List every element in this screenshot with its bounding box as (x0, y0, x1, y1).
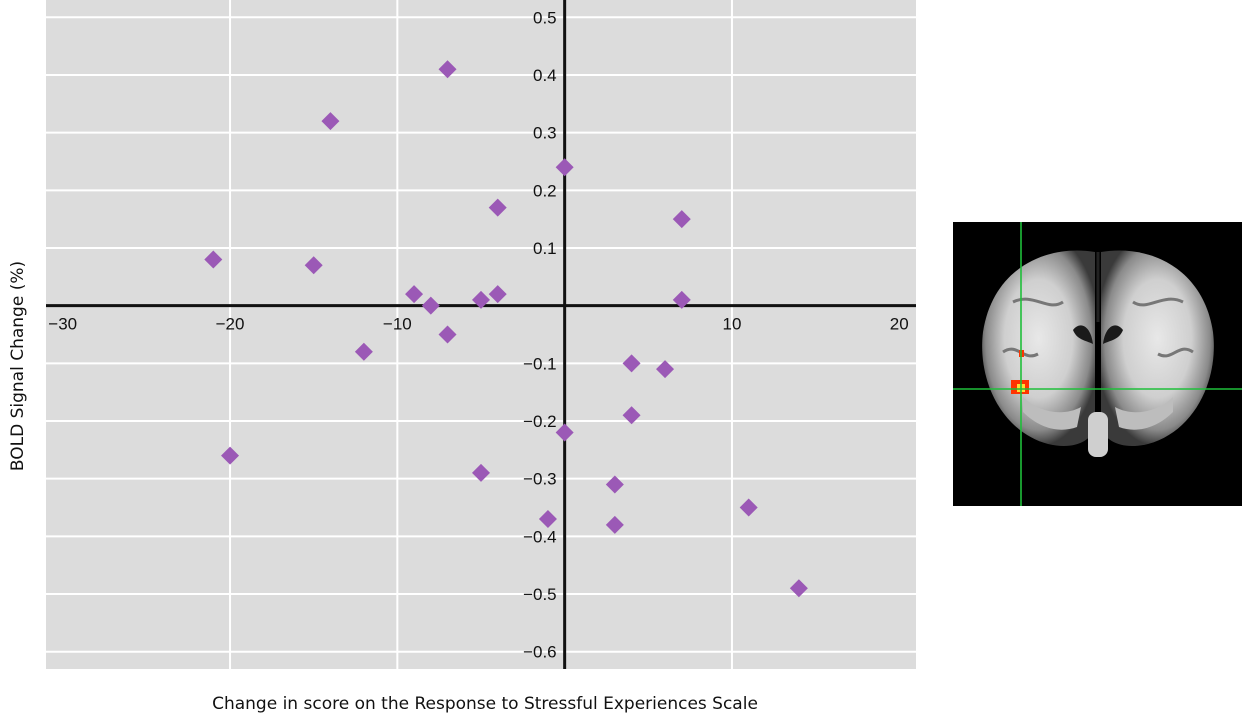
y-tick-label: 0.5 (533, 8, 557, 27)
data-point (538, 510, 557, 529)
data-point (488, 198, 507, 217)
data-point (622, 354, 641, 373)
data-point (304, 256, 323, 275)
data-point (421, 296, 440, 315)
y-tick-label: −0.1 (523, 354, 557, 373)
data-point (438, 325, 457, 344)
x-tick-label: −20 (216, 315, 245, 334)
brain-mri-coronal-slice-icon (953, 222, 1242, 506)
plot-background (46, 0, 916, 669)
y-tick-label: 0.3 (533, 124, 557, 143)
data-point (438, 60, 457, 79)
x-tick-label: 20 (890, 315, 909, 334)
x-tick-label: −10 (383, 315, 412, 334)
data-point (789, 579, 808, 598)
y-tick-label: −0.2 (523, 412, 557, 431)
y-tick-label: −0.3 (523, 470, 557, 489)
data-point (555, 158, 574, 177)
data-point (555, 423, 574, 442)
y-tick-label: −0.6 (523, 643, 557, 662)
data-point (605, 515, 624, 534)
x-tick-label: −30 (48, 315, 77, 334)
data-point (672, 210, 691, 229)
y-tick-label: −0.4 (523, 527, 557, 546)
data-point (622, 406, 641, 425)
data-point (605, 475, 624, 494)
x-tick-label: 10 (723, 315, 742, 334)
y-tick-label: 0.4 (533, 66, 557, 85)
data-point (221, 446, 240, 465)
y-tick-label: 0.2 (533, 181, 557, 200)
data-point (405, 285, 424, 304)
x-axis-title: Change in score on the Response to Stres… (212, 694, 758, 714)
data-point (354, 342, 373, 361)
plot-area: −30 −20 −10 10 20 0.5 0.4 0.3 0.2 0.1 −0.1 −0.2 −0.3… (46, 0, 916, 669)
data-point (321, 112, 340, 131)
brain-mri-image (953, 222, 1242, 506)
data-point (656, 360, 675, 379)
data-point (672, 290, 691, 309)
data-point (739, 498, 758, 517)
y-tick-label: 0.1 (533, 239, 557, 258)
y-axis-title: BOLD Signal Change (%) (8, 261, 28, 471)
data-point (472, 290, 490, 309)
y-tick-label: −0.5 (523, 585, 557, 604)
data-point (472, 463, 490, 482)
data-point (488, 285, 507, 304)
data-point (204, 250, 223, 269)
